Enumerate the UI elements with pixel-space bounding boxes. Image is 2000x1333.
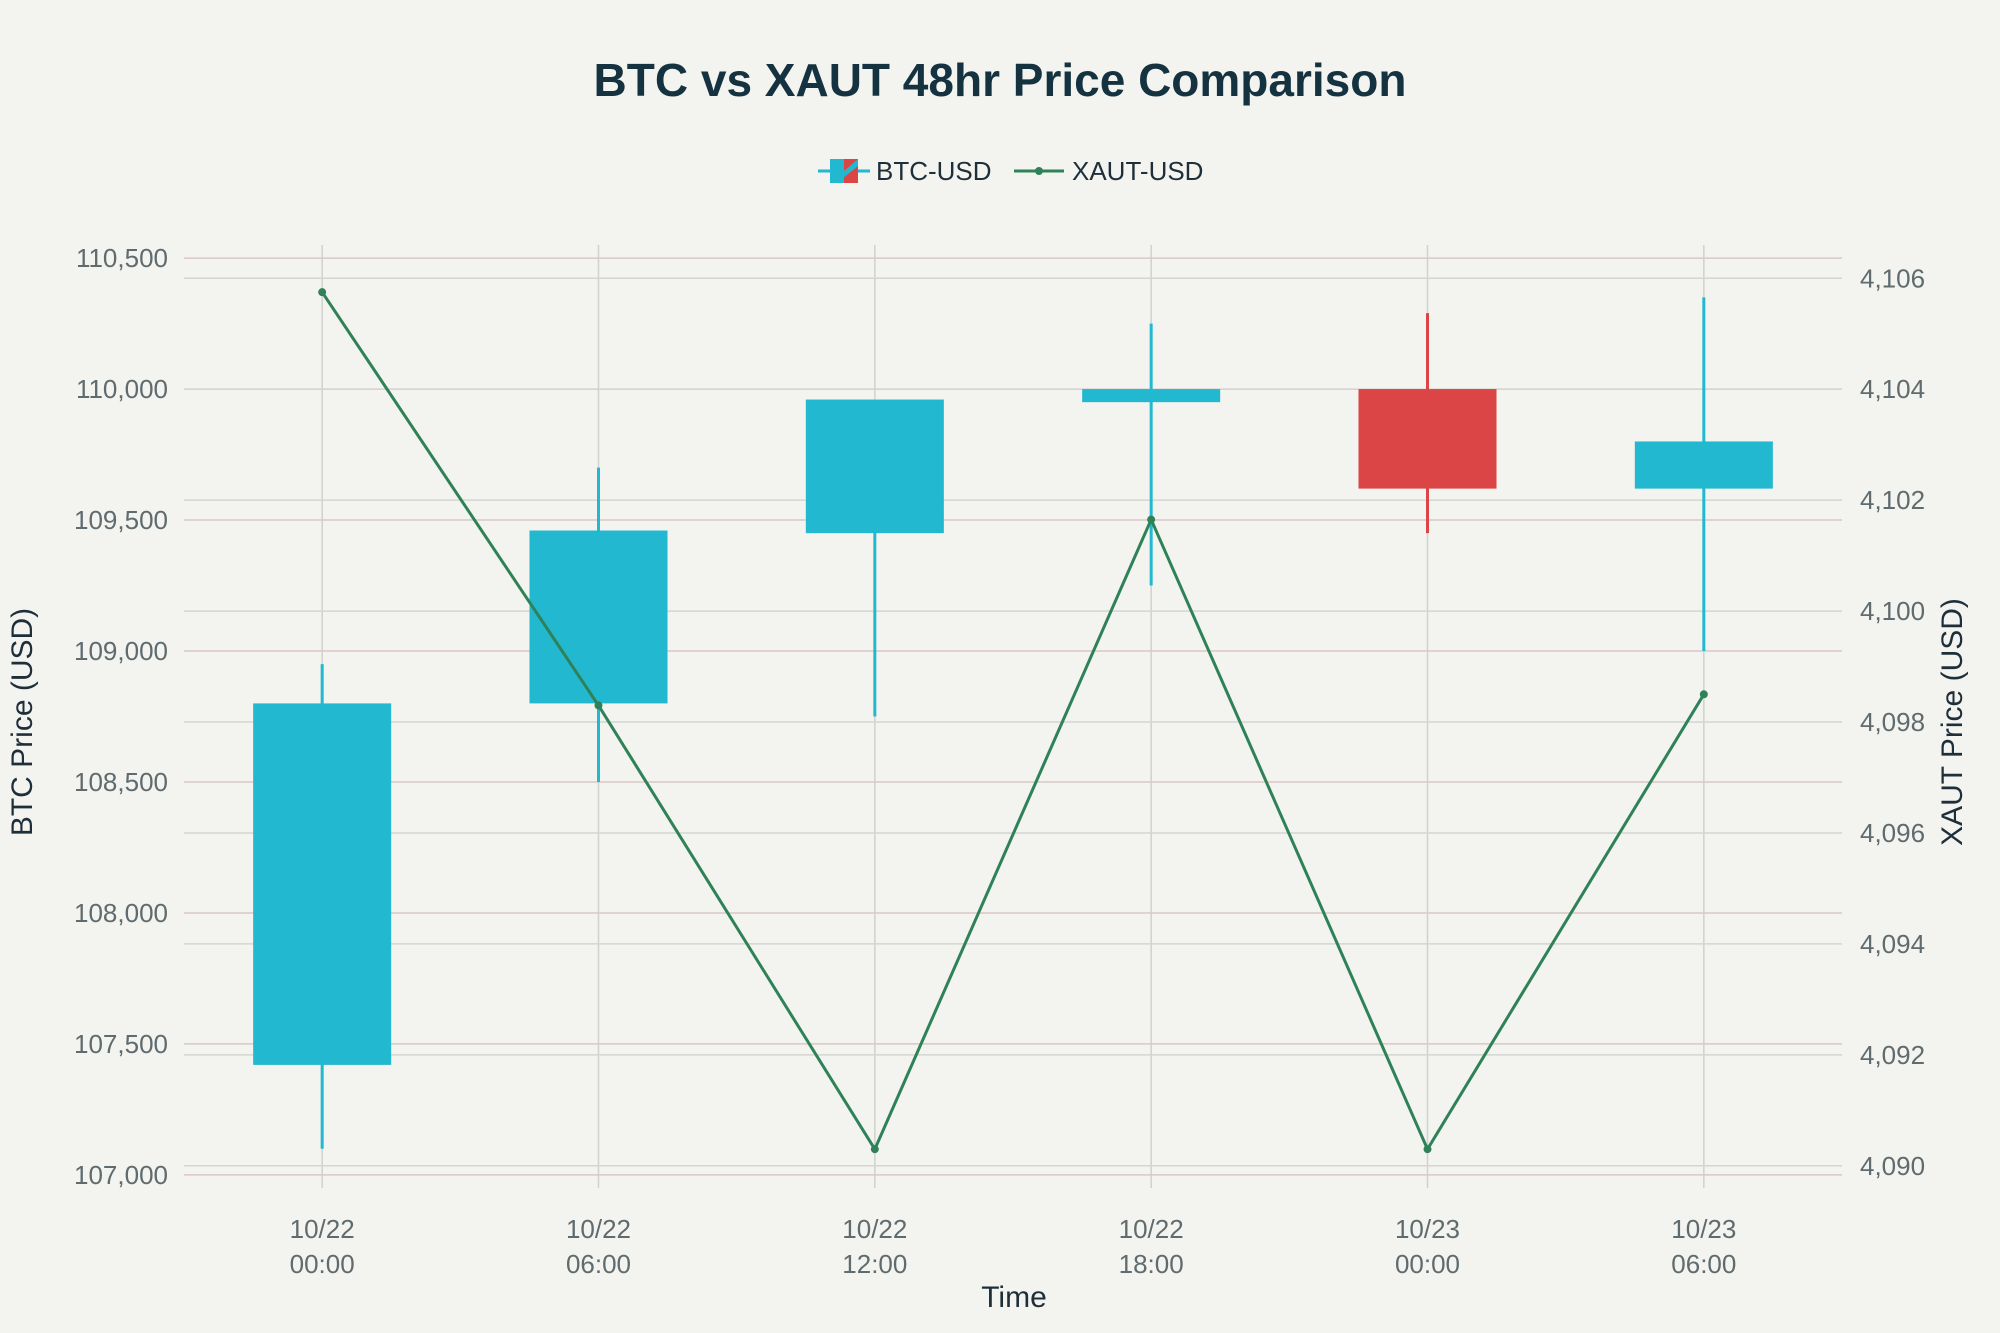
btc-candles (253, 297, 1773, 1149)
right-tick-label: 4,104 (1860, 374, 1925, 404)
xaut-point (1423, 1145, 1432, 1154)
left-tick-label: 108,000 (74, 898, 168, 928)
x-axis-title: Time (981, 1281, 1047, 1314)
btc-candle-body (529, 530, 668, 704)
x-tick-label-time: 00:00 (290, 1249, 355, 1279)
btc-candle (1634, 297, 1773, 652)
btc-candle-body (1082, 389, 1221, 403)
btc-candle (253, 664, 392, 1149)
xaut-point (318, 288, 327, 297)
btc-candle-body (805, 399, 944, 534)
right-tick-label: 4,102 (1860, 485, 1925, 515)
btc-candle-body (1358, 389, 1497, 489)
right-tick-label: 4,092 (1860, 1040, 1925, 1070)
btc-candle (529, 467, 668, 782)
x-tick-label-time: 18:00 (1119, 1249, 1184, 1279)
xaut-line-series (318, 288, 1708, 1154)
xaut-line (320, 291, 1706, 1153)
x-tick-label-time: 06:00 (566, 1249, 631, 1279)
right-tick-label: 4,096 (1860, 818, 1925, 848)
x-tick-label-date: 10/22 (842, 1214, 907, 1244)
x-tick-label-date: 10/22 (566, 1214, 631, 1244)
x-tick-label-time: 06:00 (1671, 1249, 1736, 1279)
xaut-point (1699, 690, 1708, 699)
left-tick-label: 107,500 (74, 1029, 168, 1059)
legend-label-btc: BTC-USD (876, 156, 992, 186)
left-tick-label: 109,000 (74, 636, 168, 666)
right-tick-label: 4,090 (1860, 1151, 1925, 1181)
grid-layer (184, 245, 1842, 1188)
x-tick-label-time: 12:00 (842, 1249, 907, 1279)
x-tick-label-date: 10/22 (290, 1214, 355, 1244)
right-tick-label: 4,098 (1860, 707, 1925, 737)
btc-candle-body (1634, 441, 1773, 489)
legend[interactable]: BTC-USD XAUT-USD (818, 156, 1203, 186)
btc-candle-body (253, 703, 392, 1065)
legend-label-xaut: XAUT-USD (1072, 156, 1203, 186)
x-axis-ticks: 10/22 00:00 10/22 06:00 10/22 12:00 10/22 18:00… (290, 1214, 1737, 1279)
x-tick-label-date: 10/23 (1671, 1214, 1736, 1244)
left-axis-title: BTC Price (USD) (6, 608, 39, 836)
right-axis-title: XAUT Price (USD) (1936, 598, 1969, 846)
chart-title: BTC vs XAUT 48hr Price Comparison (594, 54, 1407, 106)
x-tick-label-time: 00:00 (1395, 1249, 1460, 1279)
xaut-point (870, 1145, 879, 1154)
xaut-point (1147, 515, 1156, 524)
right-tick-label: 4,094 (1860, 929, 1925, 959)
legend-item-btc[interactable]: BTC-USD (818, 156, 992, 186)
left-axis-ticks: 107,000 107,500 108,000 108,500 109,000 109,5… (74, 243, 168, 1190)
right-tick-label: 4,106 (1860, 263, 1925, 293)
right-tick-label: 4,100 (1860, 596, 1925, 626)
btc-candle (1358, 313, 1497, 534)
left-tick-label: 110,500 (76, 243, 168, 273)
btc-candle (805, 399, 944, 717)
xaut-point (594, 701, 603, 710)
right-axis-ticks: 4,090 4,092 4,094 4,096 4,098 4,100 4,102 4,104… (1860, 263, 1925, 1181)
legend-item-xaut[interactable]: XAUT-USD (1014, 156, 1203, 186)
x-tick-label-date: 10/23 (1395, 1214, 1460, 1244)
left-tick-label: 107,000 (74, 1160, 168, 1190)
left-tick-label: 109,500 (74, 505, 168, 535)
btc-candle (1082, 323, 1221, 586)
left-tick-label: 110,000 (76, 374, 168, 404)
left-tick-label: 108,500 (74, 767, 168, 797)
x-tick-label-date: 10/22 (1119, 1214, 1184, 1244)
